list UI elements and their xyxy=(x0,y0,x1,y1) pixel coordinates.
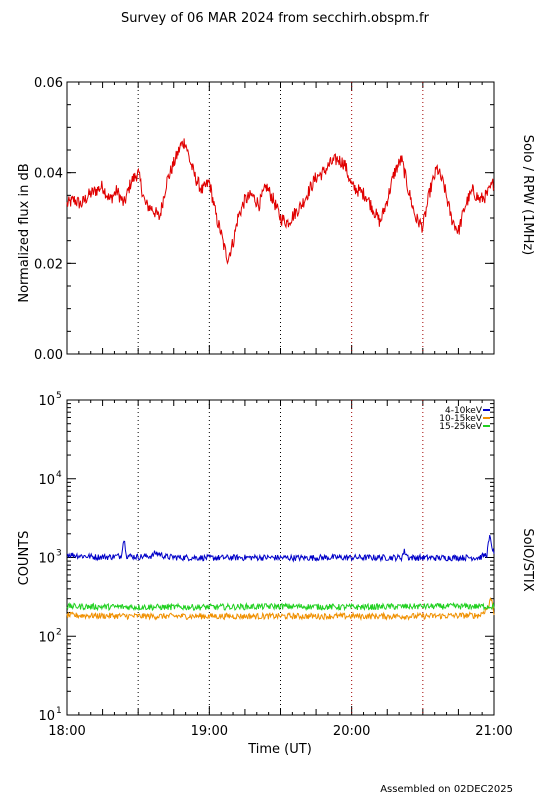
rpw-panel: 0.00 0.02 0.04 0.06 Normalized flux in dB S… xyxy=(17,76,535,363)
legend-entry-label: 10-15keV xyxy=(439,414,483,424)
stix-right-label: SolO/STIX xyxy=(520,528,535,591)
rpw-y-tick-label: 0.04 xyxy=(34,167,63,182)
stix-series-line xyxy=(66,534,495,563)
rpw-axis-ticks: 0.00 0.02 0.04 0.06 xyxy=(34,76,495,363)
rpw-series-line xyxy=(66,138,495,265)
rpw-y-tick-label: 0.06 xyxy=(34,76,63,91)
stix-y-tick-label: 10 xyxy=(38,394,55,409)
rpw-y-axis-label: Normalized flux in dB xyxy=(17,163,32,302)
stix-y-axis-label: COUNTS xyxy=(17,531,32,586)
stix-vlines xyxy=(137,400,424,715)
rpw-series-group xyxy=(66,138,495,265)
stix-y-tick-label: 10 xyxy=(38,473,55,488)
x-axis-label: Time (UT) xyxy=(247,742,312,757)
stix-x-tick-label: 18:00 xyxy=(48,724,85,739)
stix-y-tick-exponent: 1 xyxy=(56,706,62,716)
stix-series-line xyxy=(66,597,495,622)
stix-y-tick-exponent: 2 xyxy=(56,627,62,637)
stix-series-line xyxy=(66,601,495,612)
rpw-y-tick-label: 0.00 xyxy=(34,348,63,363)
rpw-right-label: Solo / RPW (1MHz) xyxy=(520,135,535,256)
stix-y-tick-exponent: 4 xyxy=(56,470,62,480)
rpw-y-tick-label: 0.02 xyxy=(34,257,63,272)
stix-y-tick-label: 10 xyxy=(38,709,55,724)
stix-x-tick-label: 19:00 xyxy=(191,724,228,739)
stix-x-tick-label: 21:00 xyxy=(475,724,512,739)
footer-text: Assembled on 02DEC2025 xyxy=(380,784,513,795)
stix-series-group xyxy=(66,534,495,622)
stix-y-tick-label: 10 xyxy=(38,552,55,567)
stix-y-tick-exponent: 3 xyxy=(56,549,62,559)
chart-title: Survey of 06 MAR 2024 from secchirh.obsp… xyxy=(121,11,430,26)
stix-y-tick-label: 10 xyxy=(38,630,55,645)
legend-entry-label: 15-25keV xyxy=(439,422,483,432)
legend-entry-label: 4-10keV xyxy=(445,406,483,416)
stix-x-tick-label: 20:00 xyxy=(333,724,370,739)
stix-y-tick-exponent: 5 xyxy=(56,391,62,401)
